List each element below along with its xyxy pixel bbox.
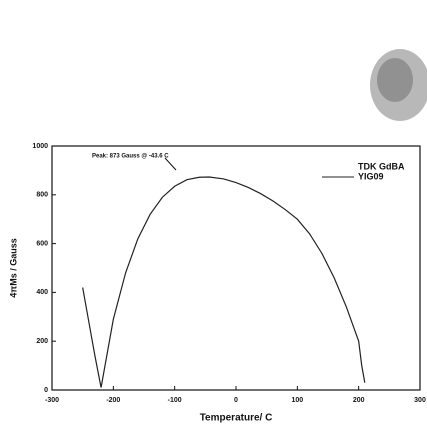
y-tick-label: 200 <box>36 338 48 345</box>
y-tick-label: 800 <box>36 192 48 199</box>
y-tick-label: 0 <box>44 387 48 394</box>
legend-label: YIG09 <box>358 171 384 181</box>
x-tick-label: -300 <box>45 397 59 404</box>
annotation: Peak: 873 Gauss @ -43.6 C <box>92 154 169 160</box>
y-tick-label: 400 <box>36 289 48 296</box>
y-tick-label: 600 <box>36 240 48 247</box>
x-tick-label: 200 <box>353 397 365 404</box>
photo-fragment <box>370 49 427 121</box>
x-tick-label: -100 <box>168 397 182 404</box>
x-tick-label: -200 <box>106 397 120 404</box>
annotation-arrow <box>164 157 177 171</box>
series-line <box>82 176 366 388</box>
x-tick-label: 0 <box>234 397 238 404</box>
x-tick-label: 300 <box>414 397 426 404</box>
legend-title: TDK GdBA <box>358 161 405 171</box>
y-tick-label: 1000 <box>32 143 48 150</box>
x-axis-label: Temperature/ C <box>200 413 273 424</box>
y-axis-label: 4πMs / Gauss <box>8 238 18 297</box>
x-tick-label: 100 <box>291 397 303 404</box>
